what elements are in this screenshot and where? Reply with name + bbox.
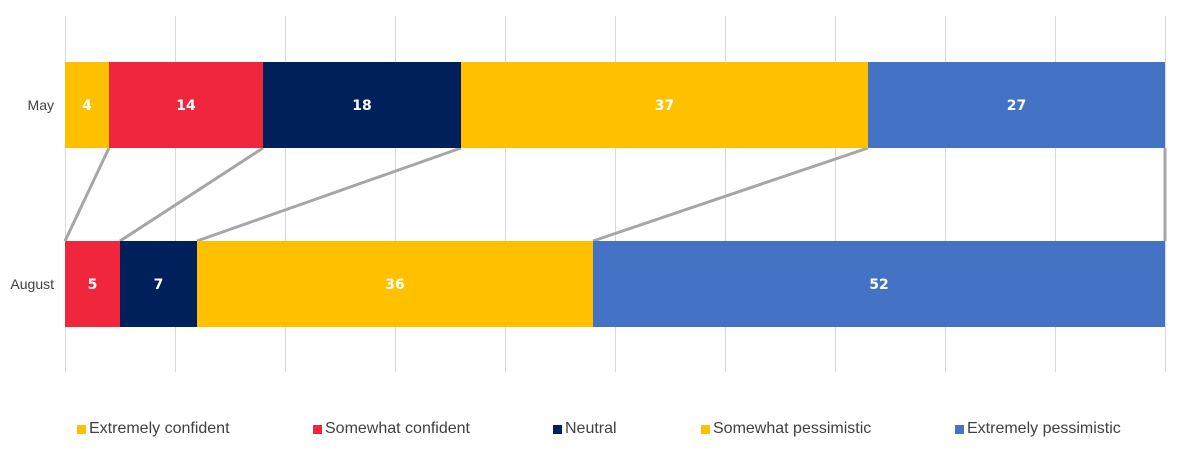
bar-segment (461, 62, 868, 148)
data-label: 7 (154, 277, 164, 293)
legend-item: Somewhat confident (313, 420, 470, 438)
series-line (63, 147, 111, 242)
data-label: 5 (88, 277, 98, 293)
data-label: 36 (385, 277, 404, 293)
category-labels: May August (10, 97, 54, 292)
bar-segment (120, 241, 197, 327)
data-label: 4 (82, 98, 92, 114)
legend-label: Somewhat confident (325, 420, 470, 437)
bar-segment (263, 62, 461, 148)
legend-label: Extremely confident (89, 420, 230, 437)
legend-item: Extremely confident (77, 420, 230, 438)
legend-label: Somewhat pessimistic (713, 420, 872, 437)
legend-swatch (955, 424, 964, 434)
legend-label: Extremely pessimistic (967, 420, 1121, 437)
data-label: 52 (869, 277, 888, 293)
legend-swatch (701, 424, 710, 434)
legend-item: Neutral (553, 420, 617, 438)
bar-segment (65, 241, 120, 327)
bars: 4 14 18 37 27 5 7 36 52 (65, 62, 1165, 327)
legend-item: Somewhat pessimistic (701, 420, 871, 438)
legend-swatch (77, 424, 86, 434)
data-label: 14 (176, 98, 196, 114)
bar-segment (868, 62, 1165, 148)
category-label: August (10, 276, 54, 292)
data-label: 27 (1007, 98, 1026, 114)
bar-segment (109, 62, 263, 148)
category-label: May (28, 97, 54, 113)
legend: Extremely confident Somewhat confident Neu… (0, 420, 1191, 444)
bar-segment (65, 62, 109, 148)
series-line (592, 146, 869, 243)
data-label: 18 (352, 98, 371, 114)
data-label: 37 (655, 98, 674, 114)
legend-swatch (553, 424, 562, 434)
series-line (119, 146, 264, 243)
series-line (196, 146, 462, 243)
legend-item: Extremely pessimistic (955, 420, 1121, 438)
bar-segment (593, 241, 1165, 327)
legend-label: Neutral (565, 420, 617, 437)
chart-plot-area: 4 14 18 37 27 5 7 36 52 May August (10, 16, 1167, 372)
series-lines (63, 146, 1167, 243)
legend-swatch (313, 424, 322, 434)
bar-segment (197, 241, 593, 327)
